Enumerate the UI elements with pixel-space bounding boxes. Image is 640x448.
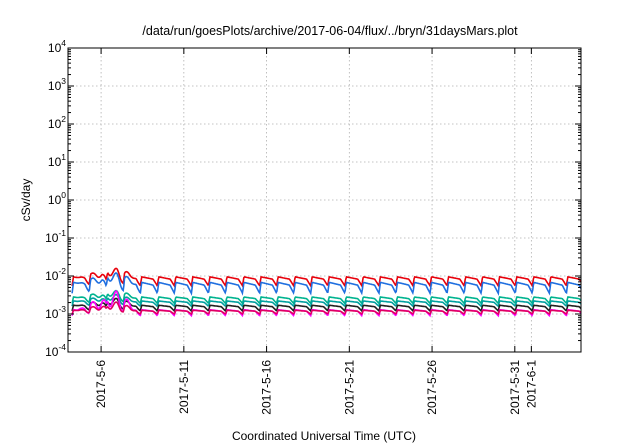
y-tick-label: 10-1 — [45, 228, 66, 245]
x-tick-label: 2017-5-11 — [177, 360, 191, 414]
y-tick-label: 103 — [48, 76, 66, 93]
chart-title: /data/run/goesPlots/archive/2017-06-04/f… — [142, 24, 518, 38]
y-tick-label: 10-2 — [45, 266, 66, 283]
x-tick-label: 2017-5-21 — [342, 360, 356, 415]
y-axis-label: cSv/day — [19, 179, 33, 222]
series-line — [71, 272, 582, 296]
series-line — [71, 297, 582, 313]
series-line — [71, 293, 582, 308]
series-layer — [71, 267, 582, 318]
series-line — [71, 267, 582, 289]
x-tick-label: 2017-5-31 — [508, 360, 522, 415]
x-tick-label: 2017-6-1 — [524, 360, 538, 408]
y-tick-label: 100 — [48, 190, 66, 207]
y-tick-label: 101 — [48, 152, 66, 169]
y-tick-label: 10-4 — [45, 342, 66, 359]
x-tick-label: 2017-5-6 — [94, 360, 108, 408]
series-line — [71, 290, 582, 318]
x-tick-label: 2017-5-26 — [425, 360, 439, 415]
x-tick-label: 2017-5-16 — [260, 360, 274, 415]
x-axis-label: Coordinated Universal Time (UTC) — [232, 429, 416, 443]
series-line — [71, 301, 582, 316]
series-line — [71, 289, 582, 306]
y-tick-label: 10-3 — [45, 304, 66, 321]
y-tick-label: 104 — [48, 38, 66, 55]
x-axis: 2017-5-6 2017-5-11 2017-5-16 2017-5-21 2017-… — [94, 48, 538, 415]
y-tick-label: 102 — [48, 114, 66, 131]
grid — [68, 48, 581, 352]
y-axis: 10-4 10-3 10-2 10-1 100 101 102 103 104 — [45, 38, 581, 359]
